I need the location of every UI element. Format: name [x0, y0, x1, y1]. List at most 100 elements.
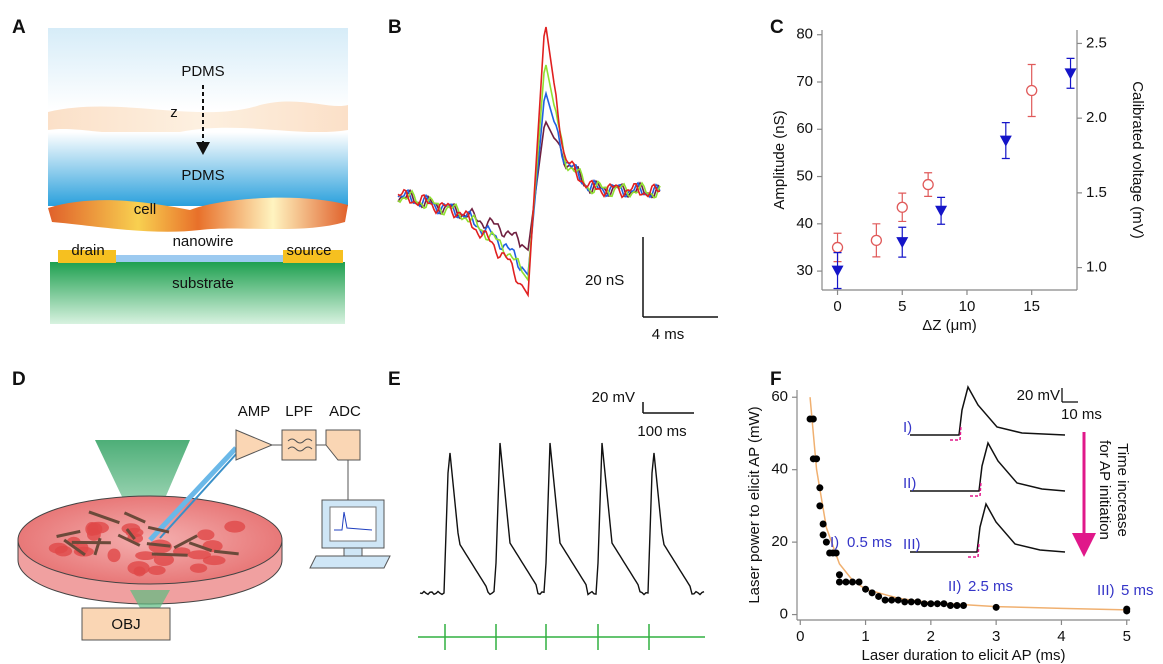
x-axis-label: ΔZ (μm)	[922, 317, 976, 334]
panel-b: 20 nS 4 ms	[397, 26, 718, 343]
point	[896, 237, 909, 249]
x-tick-label: 5	[1123, 628, 1131, 645]
cell-layer	[48, 197, 348, 232]
point	[999, 135, 1012, 147]
initiation-mark	[970, 480, 982, 497]
cell	[127, 561, 150, 575]
nanowire	[123, 511, 146, 524]
cell	[135, 551, 157, 561]
point	[881, 596, 889, 604]
point	[868, 589, 876, 597]
cell	[224, 520, 246, 533]
point	[1064, 68, 1077, 80]
y-axis-label: Laser power to elicit AP (mW)	[746, 406, 763, 603]
membrane	[48, 101, 348, 135]
cell	[189, 563, 208, 573]
x-axis-label: Laser duration to elicit AP (ms)	[862, 647, 1066, 664]
cell	[202, 540, 223, 553]
initiation-mark	[968, 541, 980, 558]
monitor-stand	[343, 547, 363, 557]
label: cell	[134, 201, 157, 218]
y2-tick-label: 1.0	[1086, 259, 1107, 276]
point	[819, 520, 827, 528]
inset-label: I)	[903, 419, 912, 436]
label: AMP	[238, 403, 271, 420]
nanowire	[63, 538, 86, 557]
nanowire	[173, 534, 198, 550]
annotation: 0.5 ms	[847, 534, 892, 551]
arrow-text: for AP initiation	[1096, 440, 1113, 540]
arrow-text: Time increase	[1114, 443, 1131, 537]
point	[927, 600, 935, 608]
x-tick-label: 10	[959, 298, 976, 315]
point	[835, 571, 843, 579]
trace	[397, 26, 661, 298]
x-tick-label: 4	[1057, 628, 1065, 645]
point	[907, 598, 915, 606]
y-tick-label: 50	[796, 168, 813, 185]
x-tick-label: 0	[833, 298, 841, 315]
scale-label: 100 ms	[637, 423, 686, 440]
nanowire	[146, 542, 171, 548]
panel-label: C	[770, 17, 784, 38]
y-tick-label: 70	[796, 73, 813, 90]
source	[283, 250, 343, 263]
point	[849, 578, 856, 586]
chart: 0 1 2 3 4 5 0 20 40 60 Laser duration to elicit AP…	[746, 384, 1154, 664]
panel-a: PDMS z PDMS cell drain nanowire source s…	[48, 28, 348, 324]
label: PDMS	[181, 63, 224, 80]
point	[1123, 607, 1131, 615]
cell	[153, 553, 175, 566]
scale-label: 10 ms	[1061, 406, 1102, 423]
cell	[148, 565, 166, 576]
inset-trace	[910, 501, 1066, 553]
substrate	[50, 262, 345, 324]
label: drain	[71, 242, 104, 259]
panel-label: D	[12, 369, 26, 390]
point	[940, 600, 948, 608]
y-axis-label: Amplitude (nS)	[771, 110, 788, 209]
point	[813, 455, 821, 463]
point	[809, 415, 817, 423]
point	[875, 592, 883, 600]
y-tick-label: 40	[796, 215, 813, 232]
panel-label: A	[12, 17, 26, 38]
point	[920, 600, 928, 608]
scale-label: 20 mV	[592, 389, 635, 406]
cell	[86, 522, 103, 536]
y2-tick-label: 2.5	[1086, 34, 1107, 51]
y-tick-label: 20	[771, 533, 788, 550]
nanowire	[56, 529, 81, 538]
point	[1026, 84, 1038, 97]
nanowire	[88, 510, 120, 525]
point	[933, 600, 941, 608]
x-tick-label: 3	[992, 628, 1000, 645]
y-tick-label: 80	[796, 26, 813, 43]
panel-label: B	[388, 17, 402, 38]
panel-label: F	[770, 369, 782, 390]
label: OBJ	[111, 616, 140, 633]
point	[831, 241, 844, 254]
point	[832, 549, 840, 557]
x-tick-label: 2	[927, 628, 935, 645]
annotation: III)	[1097, 582, 1115, 599]
point	[822, 538, 830, 546]
nanowire	[151, 552, 188, 557]
annotation: I)	[830, 534, 839, 551]
cell	[202, 555, 226, 566]
nanowire	[147, 525, 170, 534]
x-tick-label: 5	[898, 298, 906, 315]
screen-trace	[334, 511, 373, 531]
y-tick-label: 60	[771, 388, 788, 405]
inset-label: II)	[903, 475, 916, 492]
pipette	[159, 451, 239, 539]
label: LPF	[285, 403, 313, 420]
scale-label: 4 ms	[652, 326, 685, 343]
objective-beam	[130, 590, 170, 608]
z-arrowhead	[196, 142, 210, 155]
label: nanowire	[173, 233, 234, 250]
cell	[54, 545, 73, 557]
light-cone	[95, 440, 190, 545]
chart: 0 5 10 15 30 40 50 60 70 80 1.0 1.5 2.0 2.5 ΔZ (μm) Amp…	[771, 26, 1146, 334]
